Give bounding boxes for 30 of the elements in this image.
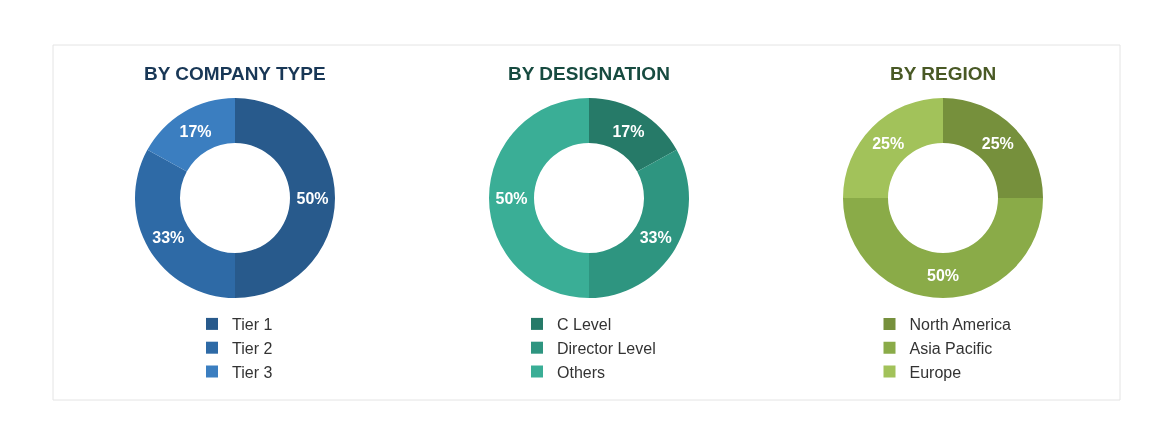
legend-label: Asia Pacific: [909, 339, 993, 357]
legend-label: Director Level: [557, 339, 656, 357]
data-label: 50%: [926, 267, 960, 284]
data-label: 33%: [152, 228, 185, 246]
legend-label: Tier 1: [232, 316, 273, 334]
donut-slice: [943, 98, 1043, 198]
legend-label: Tier 3: [232, 363, 273, 381]
donut-slice: [135, 149, 235, 298]
chart-title: BY REGION: [890, 63, 997, 84]
legend-label: Europe: [909, 363, 962, 381]
data-label: 17%: [612, 122, 645, 140]
legend-label: C Level: [557, 316, 612, 334]
data-label: 25%: [981, 134, 1014, 152]
legend-label: Others: [557, 363, 606, 381]
donut-slice: [489, 98, 589, 298]
legend-label: North America: [909, 316, 1011, 334]
data-label: 25%: [872, 134, 905, 152]
donut-slice: [843, 198, 1043, 298]
data-label: 17%: [179, 122, 212, 140]
data-label: 50%: [296, 189, 329, 207]
donut-slice: [235, 98, 335, 298]
donut-slice: [843, 98, 943, 198]
donut-slice: [147, 98, 235, 172]
chart-title: BY COMPANY TYPE: [144, 63, 326, 84]
data-label: 50%: [495, 189, 528, 207]
donut-slice: [589, 149, 689, 298]
donut-slice: [589, 98, 677, 172]
data-label: 33%: [639, 228, 672, 246]
chart-title: BY DESIGNATION: [508, 63, 670, 84]
legend-label: Tier 2: [232, 339, 273, 357]
